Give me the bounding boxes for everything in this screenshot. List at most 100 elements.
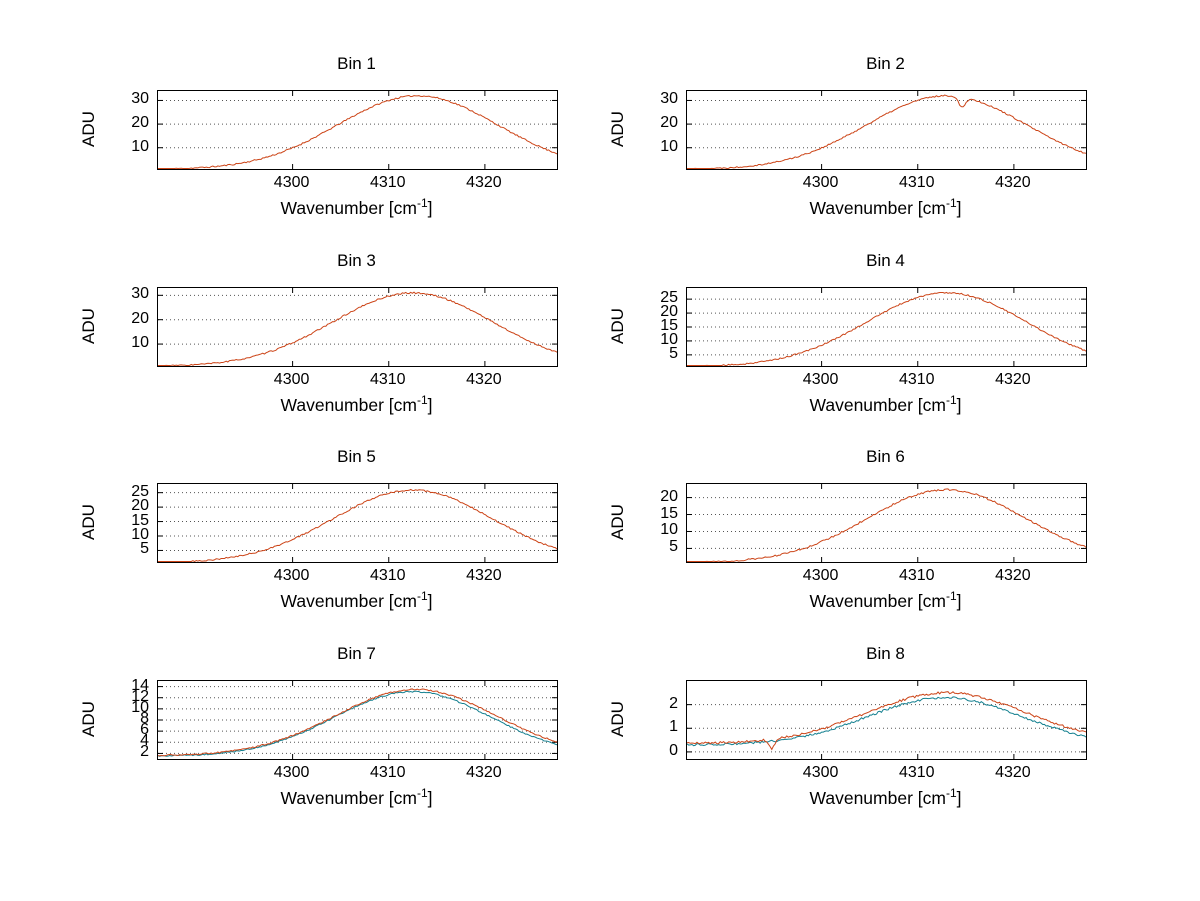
y-tick-label: 10 — [131, 698, 149, 716]
y-axis-label-text: ADU — [79, 504, 98, 540]
x-tick-label: 4320 — [995, 174, 1031, 191]
plot-axes — [686, 287, 1087, 367]
plot-canvas — [687, 91, 1086, 169]
x-tick-label: 4310 — [898, 764, 935, 781]
x-tick-label: 4310 — [898, 371, 935, 388]
x-tick-label: 4320 — [995, 371, 1031, 388]
plot-title: Bin 6 — [866, 447, 905, 466]
y-tick-label: 10 — [660, 137, 678, 155]
y-tick-label: 30 — [131, 285, 149, 303]
plot-axes — [157, 90, 558, 170]
subplot: Bin 4 ADU Wavenumber [cm-1] 5 10 15 20 25 430… — [608, 251, 1087, 415]
subplot: Bin 7 ADU Wavenumber [cm-1] 2 4 6 8 10 12 14 43… — [79, 644, 558, 808]
x-tick-label: 4320 — [466, 764, 502, 781]
plot-title: Bin 1 — [337, 54, 376, 73]
y-tick-label: 5 — [669, 344, 678, 362]
y-axis-label-text: ADU — [79, 308, 98, 344]
x-tick-label: 4310 — [369, 174, 406, 191]
x-axis-label: Wavenumber [cm-1] — [280, 786, 433, 808]
plot-canvas — [687, 484, 1086, 562]
y-tick-label: 30 — [660, 90, 678, 108]
y-tick-label: 25 — [660, 289, 678, 307]
y-axis-label-text: ADU — [79, 701, 98, 737]
plot-canvas — [158, 288, 557, 366]
plot-canvas — [687, 288, 1086, 366]
x-tick-label: 4300 — [802, 371, 839, 388]
y-axis-label-text: ADU — [608, 701, 627, 737]
x-tick-label: 4310 — [898, 174, 935, 191]
y-tick-label: 8 — [140, 710, 149, 727]
y-tick-label: 15 — [131, 511, 149, 529]
subplot: Bin 8 ADU Wavenumber [cm-1] 0 1 2 4300 4310 4… — [608, 644, 1087, 808]
y-tick-label: 15 — [660, 504, 678, 522]
y-tick-label: 20 — [131, 497, 149, 515]
y-axis-label: ADU — [606, 477, 630, 567]
x-tick-label: 4320 — [995, 764, 1031, 781]
y-tick-label: 5 — [140, 540, 149, 558]
y-tick-label: 10 — [660, 521, 678, 539]
x-tick-label: 4310 — [369, 567, 406, 584]
x-tick-label: 4320 — [466, 371, 502, 388]
subplot: Bin 2 ADU Wavenumber [cm-1] 10 20 30 4300 43… — [608, 54, 1087, 218]
x-tick-label: 4310 — [898, 567, 935, 584]
subplot: Bin 6 ADU Wavenumber [cm-1] 5 10 15 20 4300 4… — [608, 447, 1087, 611]
plot-title: Bin 3 — [337, 251, 376, 270]
y-tick-label: 10 — [131, 334, 149, 352]
y-axis-label: ADU — [77, 281, 101, 371]
plot-axes — [157, 287, 558, 367]
plot-axes — [686, 483, 1087, 563]
y-tick-label: 15 — [660, 317, 678, 334]
x-tick-label: 4320 — [466, 174, 502, 191]
plot-title: Bin 5 — [337, 447, 376, 466]
x-axis-label: Wavenumber [cm-1] — [280, 589, 433, 611]
plot-axes — [157, 680, 558, 760]
x-tick-label: 4320 — [995, 567, 1031, 584]
y-tick-label: 10 — [660, 330, 678, 348]
subplot: Bin 3 ADU Wavenumber [cm-1] 10 20 30 4300 43… — [79, 251, 558, 415]
x-tick-label: 4300 — [802, 764, 839, 781]
x-axis-label: Wavenumber [cm-1] — [809, 196, 962, 218]
y-tick-label: 4 — [140, 732, 149, 750]
y-tick-label: 1 — [669, 718, 678, 736]
y-axis-label-text: ADU — [608, 111, 627, 147]
y-axis-label: ADU — [77, 84, 101, 174]
y-tick-label: 20 — [660, 487, 678, 505]
x-axis-label: Wavenumber [cm-1] — [809, 589, 962, 611]
x-tick-label: 4320 — [466, 567, 502, 584]
x-tick-label: 4300 — [273, 764, 310, 781]
y-tick-label: 10 — [131, 526, 149, 543]
y-axis-label-text: ADU — [608, 504, 627, 540]
y-tick-label: 12 — [131, 687, 149, 705]
plot-axes — [686, 680, 1087, 760]
x-axis-label: Wavenumber [cm-1] — [809, 393, 962, 415]
plot-title: Bin 8 — [866, 644, 905, 663]
x-axis-label: Wavenumber [cm-1] — [280, 196, 433, 218]
x-axis-label: Wavenumber [cm-1] — [809, 786, 962, 808]
x-tick-label: 4310 — [369, 371, 406, 388]
y-axis-label-text: ADU — [608, 308, 627, 344]
y-tick-label: 6 — [140, 721, 149, 739]
plot-canvas — [687, 681, 1086, 759]
y-tick-label: 20 — [131, 309, 149, 327]
y-tick-label: 20 — [131, 114, 149, 132]
y-tick-label: 30 — [131, 90, 149, 108]
plot-canvas — [158, 91, 557, 169]
plot-title: Bin 2 — [866, 54, 905, 73]
subplot: Bin 1 ADU Wavenumber [cm-1] 10 20 30 4300 43… — [79, 54, 558, 218]
y-tick-label: 5 — [669, 538, 678, 556]
subplot: Bin 5 ADU Wavenumber [cm-1] 5 10 15 20 25 430… — [79, 447, 558, 611]
y-tick-label: 14 — [131, 676, 149, 694]
y-tick-label: 20 — [660, 114, 678, 132]
y-tick-label: 2 — [669, 694, 678, 712]
plot-canvas — [158, 681, 557, 759]
y-tick-label: 10 — [131, 137, 149, 155]
plot-canvas — [158, 484, 557, 562]
x-tick-label: 4300 — [273, 567, 310, 584]
y-tick-label: 20 — [660, 303, 678, 321]
y-tick-label: 0 — [669, 741, 678, 759]
y-axis-label: ADU — [606, 84, 630, 174]
x-tick-label: 4310 — [369, 764, 406, 781]
plot-axes — [157, 483, 558, 563]
plot-title: Bin 4 — [866, 251, 905, 270]
x-tick-label: 4300 — [802, 174, 839, 191]
